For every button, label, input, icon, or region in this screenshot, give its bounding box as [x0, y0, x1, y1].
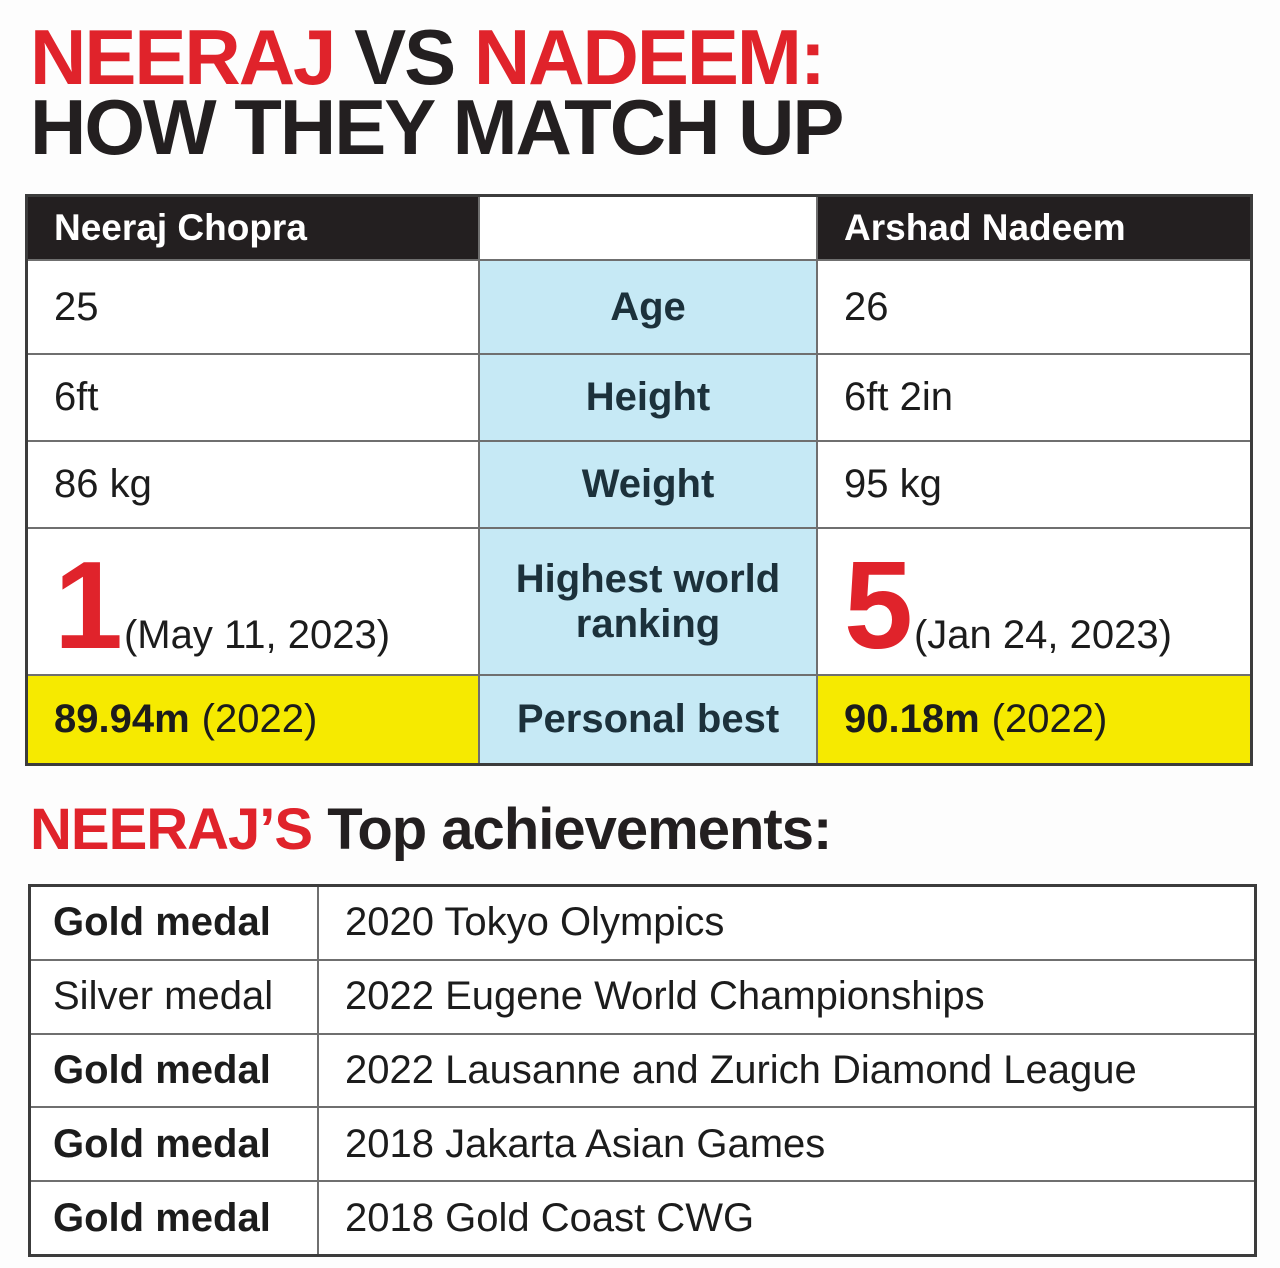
event-cell-0: 2020 Tokyo Olympics: [319, 887, 1254, 959]
headline-line1: NEERAJ VS NADEEM:: [30, 18, 842, 96]
neeraj-ranking-cell: 1 (May 11, 2023): [28, 529, 478, 674]
achievements-heading-rest: Top achievements:: [312, 797, 832, 862]
nadeem-age-value: 26: [818, 261, 1250, 353]
medal-cell-1: Silver medal: [31, 960, 317, 1033]
category-header-empty: [480, 197, 816, 259]
nadeem-weight-value: 95 kg: [818, 442, 1250, 527]
achievements-table: Gold medal 2020 Tokyo Olympics Silver me…: [28, 884, 1257, 1257]
neeraj-personal-best-value: 89.94m: [54, 697, 190, 741]
nadeem-personal-best-value: 90.18m: [844, 697, 980, 741]
headline-vs: VS: [334, 13, 474, 101]
nadeem-personal-best-cell: 90.18m (2022): [818, 676, 1250, 763]
medal-label: Gold medal: [53, 900, 271, 945]
event-cell-3: 2018 Jakarta Asian Games: [319, 1108, 1254, 1181]
neeraj-height-value: 6ft: [28, 355, 478, 440]
header-arshad-nadeem: Arshad Nadeem: [818, 197, 1250, 259]
category-label-highest-world-ranking: Highest world ranking: [480, 529, 816, 674]
nadeem-rank-date: (Jan 24, 2023): [913, 612, 1172, 657]
category-label-weight: Weight: [480, 442, 816, 527]
nadeem-height-value: 6ft 2in: [818, 355, 1250, 440]
neeraj-rank-number: 1: [54, 536, 123, 675]
header-neeraj-chopra: Neeraj Chopra: [28, 197, 478, 259]
achievements-heading-neerajs: NEERAJ’S: [30, 797, 313, 862]
nadeem-personal-best-year: (2022): [991, 697, 1108, 741]
category-label-height: Height: [480, 355, 816, 440]
event-cell-1: 2022 Eugene World Championships: [319, 960, 1254, 1033]
achievements-heading: NEERAJ’S Top achievements:: [30, 797, 832, 862]
nadeem-ranking-value: 5 (Jan 24, 2023): [844, 544, 1172, 668]
event-cell-4: 2018 Gold Coast CWG: [319, 1182, 1254, 1254]
medal-cell-4: Gold medal: [31, 1182, 317, 1254]
headline-line2: HOW THEY MATCH UP: [30, 83, 844, 171]
neeraj-rank-date: (May 11, 2023): [123, 612, 391, 657]
medal-label: Gold medal: [53, 1195, 271, 1240]
neeraj-personal-best-cell: 89.94m (2022): [28, 676, 478, 763]
medal-label: Gold medal: [53, 1047, 271, 1092]
neeraj-personal-best-year: (2022): [201, 697, 318, 741]
medal-label: Gold medal: [53, 1121, 271, 1166]
medal-cell-3: Gold medal: [31, 1108, 317, 1181]
neeraj-weight-value: 86 kg: [28, 442, 478, 527]
medal-label: Silver medal: [53, 974, 274, 1019]
nadeem-rank-number: 5: [844, 536, 913, 675]
headline: NEERAJ VS NADEEM: HOW THEY MATCH UP: [30, 18, 844, 171]
medal-cell-2: Gold medal: [31, 1034, 317, 1107]
headline-nadeem: NADEEM:: [473, 13, 826, 101]
headline-neeraj: NEERAJ: [30, 13, 336, 101]
neeraj-ranking-value: 1 (May 11, 2023): [54, 544, 391, 668]
neeraj-age-value: 25: [28, 261, 478, 353]
nadeem-ranking-cell: 5 (Jan 24, 2023): [818, 529, 1250, 674]
category-label-personal-best: Personal best: [480, 676, 816, 763]
category-label-age: Age: [480, 261, 816, 353]
event-cell-2: 2022 Lausanne and Zurich Diamond League: [319, 1034, 1254, 1107]
medal-cell-0: Gold medal: [31, 887, 317, 959]
comparison-table: Neeraj Chopra Arshad Nadeem 25 Age 26 6f…: [25, 194, 1253, 766]
